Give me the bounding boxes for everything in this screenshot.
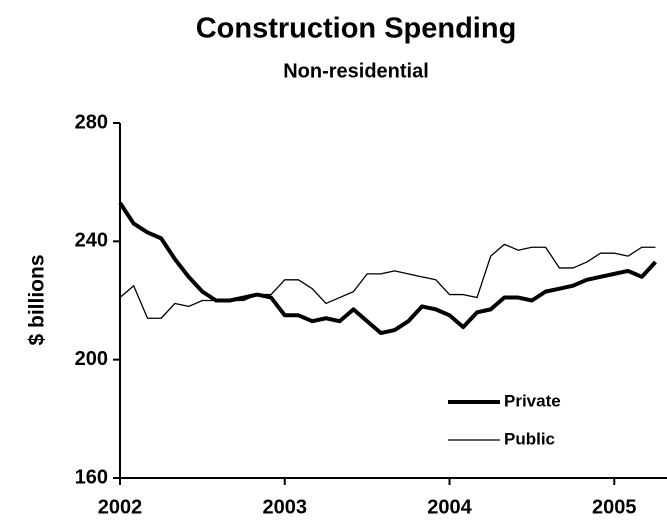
x-tick-label: 2005 — [592, 496, 637, 518]
chart-title: Construction Spending — [196, 13, 517, 45]
data-line — [118, 201, 657, 336]
x-tick-label: 2003 — [263, 496, 308, 518]
y-axis-label: $ billions — [26, 254, 49, 345]
x-tick-label: 2002 — [98, 496, 143, 518]
y-tick-label: 240 — [75, 230, 108, 252]
x-tick-label: 2004 — [427, 496, 472, 518]
y-tick-label: 160 — [75, 466, 108, 488]
y-tick-label: 200 — [75, 348, 108, 370]
legend-label: Private — [504, 391, 561, 410]
y-tick-label: 280 — [75, 111, 108, 133]
chart-subtitle: Non-residential — [283, 60, 429, 82]
data-line — [119, 243, 656, 319]
legend-label: Public — [504, 429, 555, 448]
